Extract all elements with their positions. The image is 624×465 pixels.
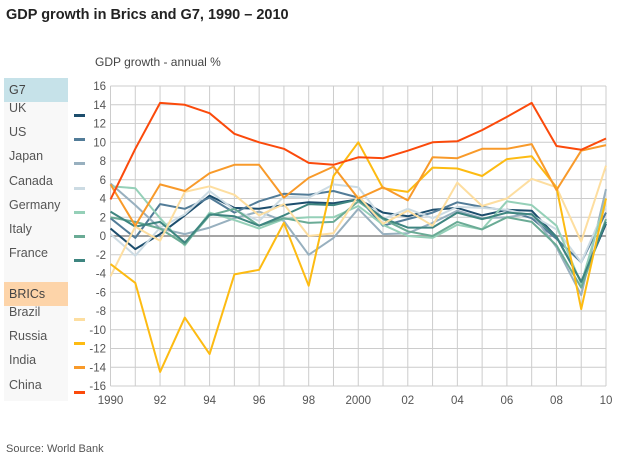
- y-tick-label: 0: [100, 231, 106, 243]
- y-tick-label: -14: [89, 362, 106, 374]
- legend-item-russia: Russia: [9, 329, 48, 344]
- y-tick-label: -6: [96, 287, 106, 299]
- legend-item-china: China: [9, 377, 42, 392]
- series-line-india: [109, 143, 607, 227]
- legend-swatch-france: [74, 259, 85, 263]
- legend-item-brazil: Brazil: [9, 305, 41, 319]
- y-tick-label: -10: [89, 325, 106, 337]
- legend-swatch-germany: [74, 210, 85, 214]
- legend-swatch-japan: [74, 162, 85, 166]
- legend-swatch-brazil: [74, 318, 85, 321]
- legend-swatch-us: [74, 138, 85, 142]
- x-tick-label: 2000: [345, 395, 371, 407]
- legend-item-japan: Japan: [9, 149, 44, 164]
- y-tick-label: 8: [100, 156, 106, 168]
- y-tick-label: -2: [96, 250, 106, 262]
- legend-item-france: France: [9, 246, 48, 261]
- y-tick-label: -8: [96, 306, 106, 318]
- legend-item-uk: UK: [9, 101, 27, 115]
- y-tick-label: 12: [93, 119, 106, 131]
- y-tick-label: 10: [93, 137, 106, 149]
- x-tick-label: 08: [550, 395, 563, 407]
- y-tick-label: -4: [96, 269, 107, 281]
- x-tick-label: 04: [451, 395, 464, 407]
- legend-swatch-india: [74, 366, 85, 370]
- y-axis-label: GDP growth - annual %: [95, 55, 221, 69]
- y-tick-label: 14: [93, 100, 106, 112]
- series-line-brazil: [109, 165, 607, 277]
- y-tick-label: 2: [100, 212, 106, 224]
- legend-swatch-russia: [74, 342, 85, 346]
- series-line-china: [109, 101, 607, 200]
- x-tick-label: 96: [253, 395, 266, 407]
- x-tick-label: 98: [302, 395, 315, 407]
- legend: G7 BRICs UK US Japan Canada Germany Italy Fran…: [4, 78, 85, 401]
- source-note: Source: World Bank: [6, 443, 104, 455]
- x-tick-label: 10: [600, 395, 613, 407]
- legend-item-germany: Germany: [9, 197, 61, 212]
- y-tick-label: 6: [100, 175, 106, 187]
- legend-group-brics: BRICs: [4, 282, 68, 306]
- legend-group-g7: G7: [4, 78, 68, 102]
- series-line-russia: [109, 141, 607, 373]
- y-tick-label: -12: [89, 344, 106, 356]
- legend-item-italy: Italy: [9, 222, 32, 236]
- x-tick-label: 94: [203, 395, 216, 407]
- x-tick-label: 02: [401, 395, 414, 407]
- y-tick-label: 4: [100, 194, 107, 206]
- legend-swatch-italy: [74, 235, 85, 238]
- y-tick-label: -16: [89, 381, 106, 393]
- legend-item-canada: Canada: [9, 173, 53, 188]
- series-line-italy: [110, 200, 607, 289]
- y-tick-label: 16: [93, 81, 106, 93]
- x-tick-label: 92: [154, 395, 167, 407]
- x-tick-label: 06: [501, 395, 514, 407]
- legend-swatch-canada: [74, 186, 85, 190]
- x-tick-label: 1990: [98, 395, 124, 407]
- legend-swatch-uk: [74, 114, 85, 117]
- chart-title: GDP growth in Brics and G7, 1990 – 2010: [6, 7, 289, 23]
- legend-swatch-china: [74, 390, 85, 394]
- legend-item-india: India: [9, 353, 37, 368]
- legend-item-us: US: [9, 125, 27, 140]
